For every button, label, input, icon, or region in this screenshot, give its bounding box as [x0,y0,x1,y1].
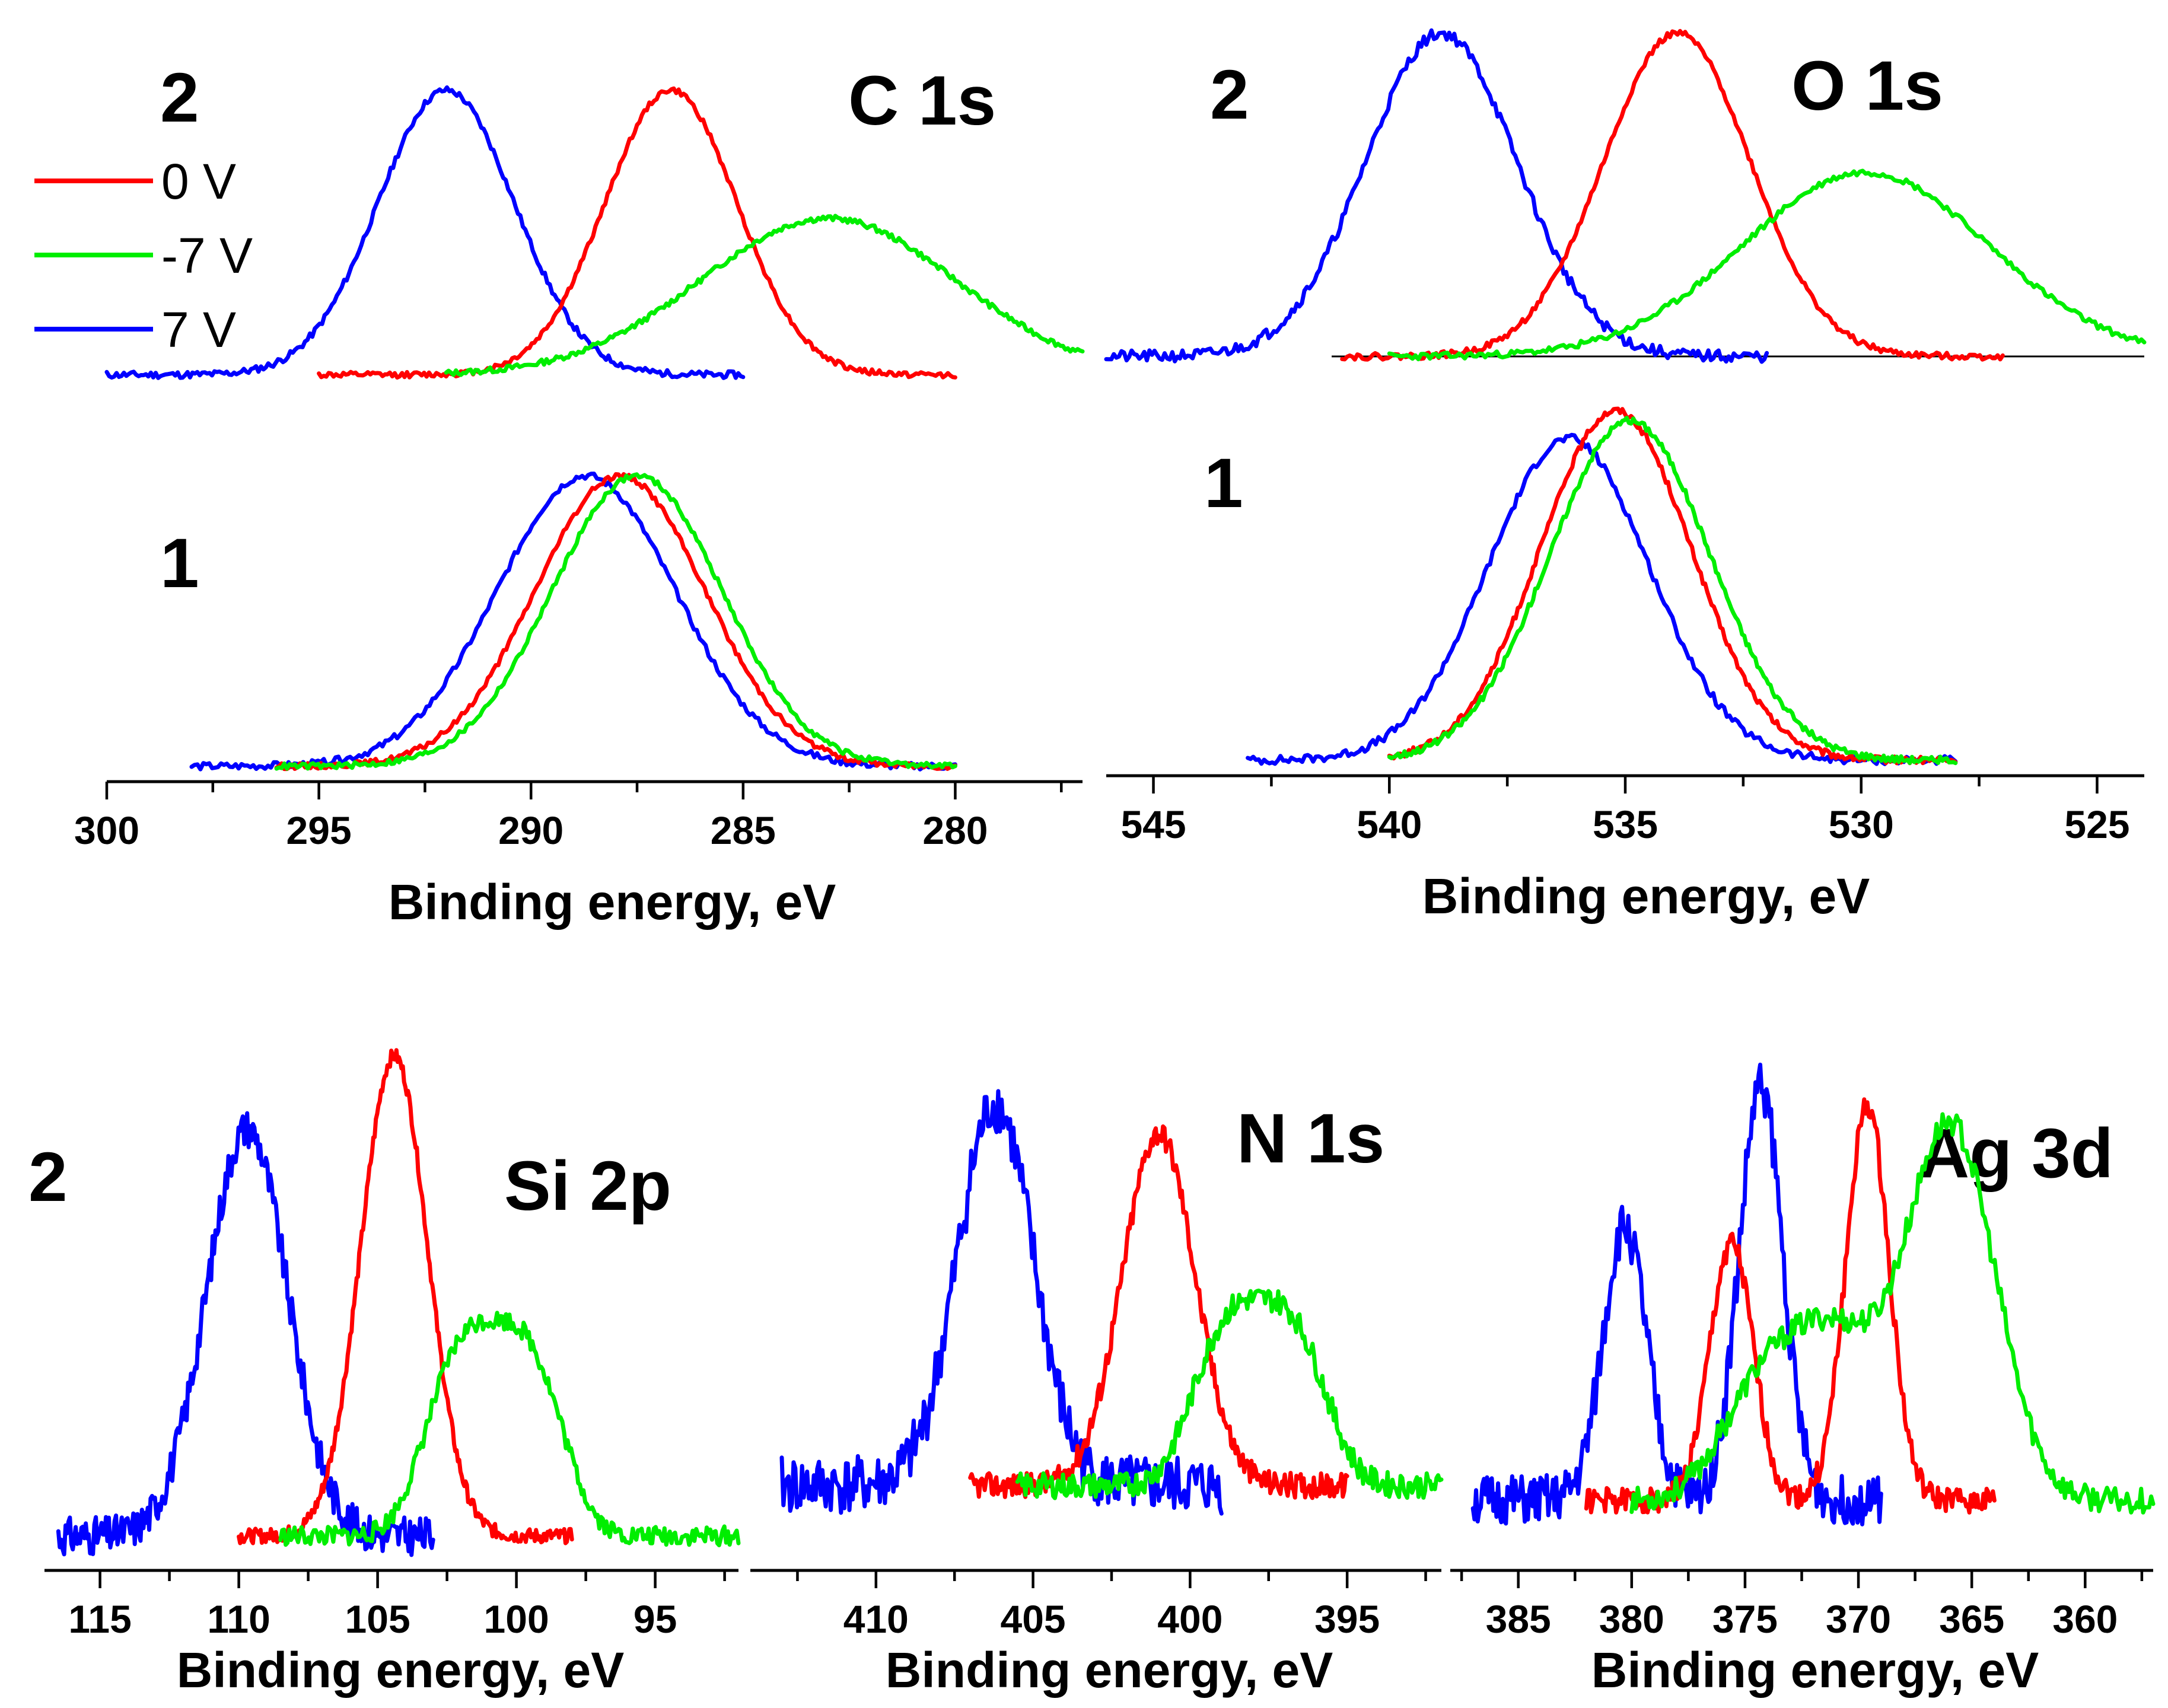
c1s-curves [104,85,1085,772]
o1s-ticks: 545 540 535 530 525 [1120,776,2130,846]
panel-c1s: C 1s 2 1 Binding energy, eV 300 295 290 285… [74,59,1085,930]
ag3d-x-label: Binding energy, eV [1591,1642,2039,1698]
n1s-title: N 1s [1237,1100,1384,1178]
o1s-tick-label-545: 545 [1120,802,1186,846]
si2p-x-label: Binding energy, eV [177,1642,625,1698]
ag3d-tick-label-385: 385 [1486,1597,1551,1641]
si2p-index-2: 2 [28,1138,68,1216]
si2p-group2-series-7V [56,1111,435,1557]
si2p-tick-label-105: 105 [345,1597,410,1641]
c1s-group2-series-minus7V [444,214,1085,377]
o1s-group1-series-7V [1246,432,1958,766]
panel-n1s: N 1s Binding energy, eV 410 405 400 395 [750,1089,1444,1698]
ag3d-tick-label-380: 380 [1599,1597,1664,1641]
ag3d-tick-label-365: 365 [1939,1597,2004,1641]
n1s-tick-label-410: 410 [843,1597,909,1641]
o1s-group2-series-7V [1104,28,1769,364]
c1s-tick-label-290: 290 [498,808,564,852]
c1s-x-label: Binding energy, eV [389,874,836,930]
si2p-tick-label-95: 95 [633,1597,677,1641]
si2p-group2-series-minus7V [278,1311,741,1547]
o1s-title: O 1s [1791,47,1943,125]
panel-ag3d: Ag 3d Binding energy, eV 385 380 375 370 365… [1450,1062,2156,1698]
c1s-tick-label-280: 280 [922,808,988,852]
n1s-x-label: Binding energy, eV [886,1642,1333,1698]
o1s-group2-series-0V [1340,28,2005,362]
c1s-group2-series-0V [317,86,957,380]
n1s-group2-series-minus7V [1015,1288,1444,1500]
panel-si2p: Si 2p 2 Binding energy, eV 115 110 105 100 9… [28,1048,741,1698]
c1s-group2-series-7V [104,85,746,380]
legend-label-minus7v: -7 V [161,228,253,283]
o1s-tick-label-535: 535 [1593,802,1658,846]
legend-label-0v: 0 V [161,154,236,209]
ag3d-tick-label-360: 360 [2052,1597,2118,1641]
n1s-ticks: 410 405 400 395 [796,1570,1427,1641]
legend: 0 V -7 V 7 V [34,154,253,358]
c1s-index-2: 2 [160,59,199,137]
n1s-group2-series-7V [779,1089,1224,1516]
ag3d-curves [1470,1062,2156,1527]
o1s-index-1: 1 [1204,444,1243,522]
c1s-tick-label-300: 300 [74,808,139,852]
c1s-tick-label-285: 285 [711,808,776,852]
si2p-tick-label-100: 100 [484,1597,549,1641]
o1s-index-2: 2 [1210,56,1249,134]
si2p-curves [56,1048,741,1557]
c1s-title: C 1s [848,62,996,140]
c1s-group1-series-7V [189,471,957,772]
si2p-tick-label-115: 115 [68,1597,131,1641]
c1s-group1-series-0V [274,472,957,772]
n1s-tick-label-395: 395 [1314,1597,1380,1641]
o1s-group1-series-minus7V [1387,416,1958,766]
panel-o1s: O 1s 2 1 Binding energy, eV 545 540 535 530… [1104,28,2147,924]
o1s-tick-label-530: 530 [1829,802,1894,846]
o1s-curves [1104,28,2147,766]
si2p-ticks: 115 110 105 100 95 [68,1570,726,1641]
c1s-tick-label-295: 295 [286,808,352,852]
ag3d-group2-series-7V [1470,1062,1883,1527]
ag3d-tick-label-370: 370 [1826,1597,1891,1641]
n1s-tick-label-400: 400 [1157,1597,1223,1641]
o1s-tick-label-525: 525 [2064,802,2129,846]
o1s-x-label: Binding energy, eV [1422,868,1870,924]
n1s-curves [779,1089,1444,1516]
n1s-tick-label-405: 405 [1001,1597,1066,1641]
ag3d-ticks: 385 380 375 370 365 360 [1460,1570,2144,1641]
si2p-title: Si 2p [504,1147,671,1225]
ag3d-group2-series-minus7V [1629,1112,2156,1515]
ag3d-tick-label-375: 375 [1712,1597,1778,1641]
legend-label-7v: 7 V [161,302,236,358]
c1s-ticks: 300 295 290 285 280 [74,782,1063,852]
o1s-group2-series-minus7V [1387,168,2147,362]
c1s-group1-series-minus7V [274,472,957,771]
o1s-tick-label-540: 540 [1357,802,1422,846]
c1s-index-1: 1 [160,524,199,603]
si2p-tick-label-110: 110 [207,1597,270,1641]
